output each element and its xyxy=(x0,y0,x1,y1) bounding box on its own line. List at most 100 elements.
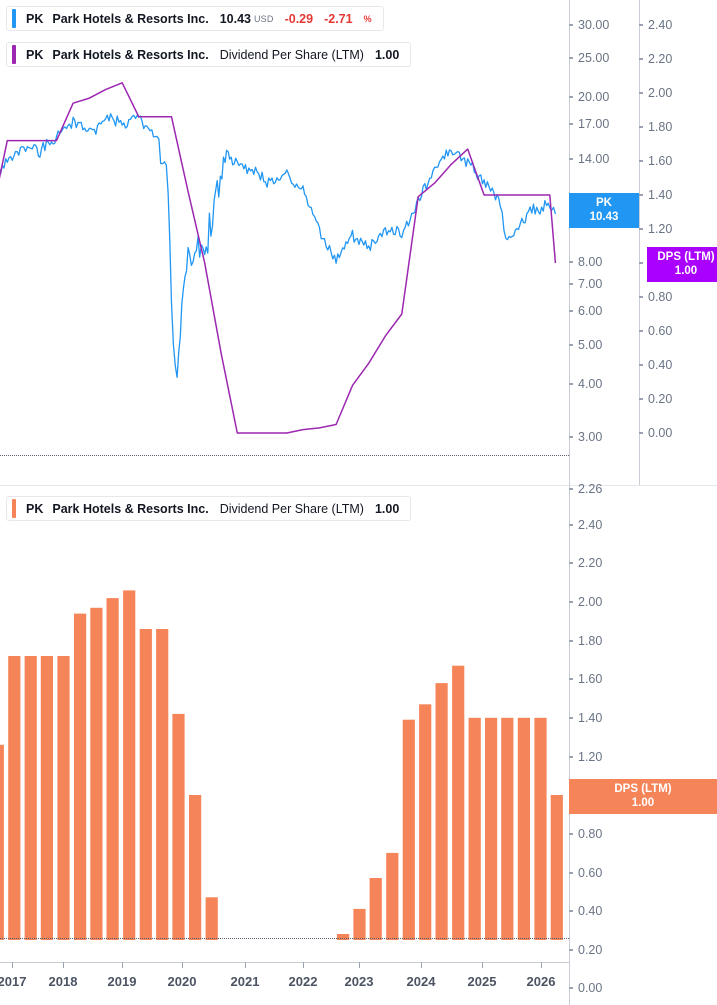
axis-tick-label: 8.00 xyxy=(578,255,603,269)
dps-bar[interactable] xyxy=(550,795,563,940)
dps-bar[interactable] xyxy=(24,656,37,940)
dps-axis-lower-rule xyxy=(569,485,570,1005)
axis-tick-mark xyxy=(569,949,573,951)
x-axis-tick-mark xyxy=(122,962,123,968)
dps-bar[interactable] xyxy=(534,717,547,940)
dps-bar[interactable] xyxy=(205,897,218,940)
dps-bar[interactable] xyxy=(139,629,152,940)
dps-axis-upper[interactable]: 2.40 2.20 2.00 1.80 1.60 1.40 1.20 1.000.80 0.60… xyxy=(639,0,717,485)
axis-tick-mark xyxy=(639,330,643,332)
x-axis-tick-mark xyxy=(63,962,64,968)
axis-tick-label: 2.40 xyxy=(648,18,673,32)
dps-bar[interactable] xyxy=(452,665,465,940)
axis-tick-label: 2.20 xyxy=(578,556,603,570)
dps-bar[interactable] xyxy=(172,713,185,940)
dps-bar[interactable] xyxy=(386,852,399,940)
dps-bar[interactable] xyxy=(485,717,498,940)
axis-tick-mark xyxy=(569,756,573,758)
dps-bar[interactable] xyxy=(40,656,53,940)
axis-tick-mark xyxy=(639,24,643,26)
dps-bar-panel[interactable]: 2.26 2.40 2.20 2.00 1.80 1.60 1.40 1.20 1.00 0.80… xyxy=(0,482,717,1005)
legend-dps-upper-ticker: PK xyxy=(26,47,44,62)
axis-tick-mark xyxy=(569,678,573,680)
axis-tick-label: 1.80 xyxy=(648,120,673,134)
axis-tick-mark xyxy=(569,640,573,642)
axis-tick-label: 0.20 xyxy=(578,943,603,957)
legend-dps-lower-metric: Dividend Per Share (LTM) xyxy=(219,501,364,516)
dps-bar[interactable] xyxy=(435,683,448,940)
x-axis-label: 2023 xyxy=(344,974,374,989)
axis-tick-label: 0.80 xyxy=(578,827,603,841)
axis-tick-label: 5.00 xyxy=(578,338,603,352)
axis-tick-mark xyxy=(569,24,573,26)
axis-tick-mark xyxy=(639,262,643,264)
axis-tick-mark xyxy=(569,96,573,98)
dps-overlay-line xyxy=(0,82,557,434)
axis-tick-mark xyxy=(569,562,573,564)
dps-bar[interactable] xyxy=(419,704,432,940)
dps-bar[interactable] xyxy=(156,629,169,940)
axis-tick-mark xyxy=(569,344,573,346)
dps-bar[interactable] xyxy=(106,598,119,940)
axis-tick-label: 30.00 xyxy=(578,18,610,32)
dps-bar-plot-area[interactable] xyxy=(0,485,569,940)
dps-bar[interactable] xyxy=(337,934,350,940)
x-axis-label: 2017 xyxy=(0,974,27,989)
axis-tick-label: 14.00 xyxy=(578,152,610,166)
dps-bar[interactable] xyxy=(468,717,481,940)
legend-dps-lower-value: 1.00 xyxy=(374,501,400,516)
dps-bar[interactable] xyxy=(8,656,21,940)
legend-price-name: Park Hotels & Resorts Inc. xyxy=(52,11,209,26)
axis-tick-label: 25.00 xyxy=(578,51,610,65)
dps-bar[interactable] xyxy=(402,719,415,940)
price-plot-area[interactable] xyxy=(0,0,569,478)
price-axis[interactable]: 30.0025.0020.0017.0014.0011.008.007.006.… xyxy=(569,0,639,485)
price-panel[interactable]: 30.0025.0020.0017.0014.0011.008.007.006.… xyxy=(0,0,717,485)
legend-price-series[interactable]: PK Park Hotels & Resorts Inc. 10.43 USD … xyxy=(6,6,384,31)
x-axis-tick-mark xyxy=(421,962,422,968)
x-axis-label: 2022 xyxy=(288,974,318,989)
legend-price-change: -0.29 xyxy=(284,11,314,26)
dps-bar[interactable] xyxy=(369,878,382,940)
dps-bar[interactable] xyxy=(0,744,4,940)
axis-tick-label: 0.60 xyxy=(578,866,603,880)
dps-bar[interactable] xyxy=(517,717,530,940)
axis-tick-mark xyxy=(569,436,573,438)
dps-upper-badge-value: 1.00 xyxy=(674,265,698,278)
x-axis[interactable]: 2017 2018 2019 2020 2021 2022 2023 2024 2025 2026 xyxy=(0,962,717,1005)
legend-dps-upper-value: 1.00 xyxy=(374,47,400,62)
dps-axis-lower[interactable]: 2.26 2.40 2.20 2.00 1.80 1.60 1.40 1.20 1.00 0.80… xyxy=(569,482,717,1005)
price-badge-value: 10.43 xyxy=(589,211,619,224)
dps-bar[interactable] xyxy=(353,908,366,940)
axis-tick-mark xyxy=(569,57,573,59)
axis-tick-mark xyxy=(569,601,573,603)
price-series-swatch xyxy=(12,9,16,28)
x-axis-tick-mark xyxy=(541,962,542,968)
x-axis-label: 2026 xyxy=(526,974,556,989)
axis-tick-mark xyxy=(569,833,573,835)
legend-dps-bars[interactable]: PK Park Hotels & Resorts Inc. Dividend P… xyxy=(6,496,412,521)
axis-tick-mark xyxy=(569,283,573,285)
dps-bar[interactable] xyxy=(90,607,103,940)
dps-bar[interactable] xyxy=(123,590,136,940)
dps-bar-swatch xyxy=(12,499,16,518)
price-axis-rule xyxy=(569,0,570,485)
x-axis-tick-mark xyxy=(182,962,183,968)
axis-tick-label: 1.80 xyxy=(578,634,603,648)
dps-bar[interactable] xyxy=(501,717,514,940)
x-axis-label: 2025 xyxy=(467,974,497,989)
axis-tick-label: 0.40 xyxy=(578,904,603,918)
dps-value-badge-upper: DPS (LTM) 1.00 xyxy=(647,247,717,283)
x-axis-label: 2018 xyxy=(48,974,78,989)
axis-tick-label: 2.26 xyxy=(578,482,603,496)
legend-dps-series-upper[interactable]: PK Park Hotels & Resorts Inc. Dividend P… xyxy=(6,42,412,67)
axis-tick-label: 20.00 xyxy=(578,90,610,104)
axis-tick-mark xyxy=(639,432,643,434)
dps-bar[interactable] xyxy=(189,795,202,940)
dps-bar[interactable] xyxy=(74,613,87,940)
dps-bar[interactable] xyxy=(57,656,70,940)
percent-symbol: % xyxy=(363,13,372,24)
x-axis-tick-mark xyxy=(482,962,483,968)
x-axis-rule xyxy=(0,962,569,963)
dps-lower-badge-value: 1.00 xyxy=(631,797,655,810)
